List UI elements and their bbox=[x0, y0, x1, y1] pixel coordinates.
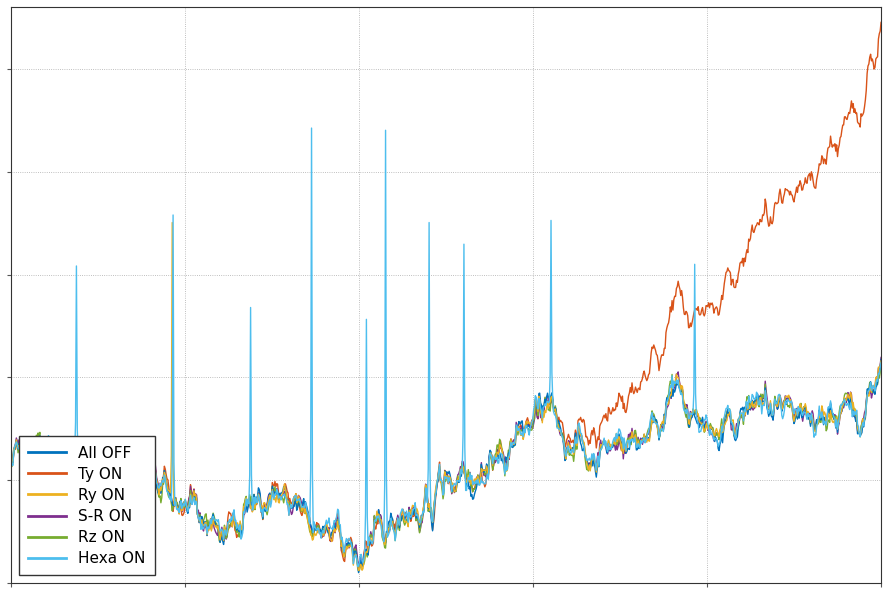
Rz ON bbox=[685, 416, 695, 424]
Ry ON bbox=[6, 462, 17, 469]
S-R ON bbox=[6, 462, 17, 469]
Hexa ON bbox=[686, 410, 696, 418]
All OFF bbox=[353, 569, 364, 576]
Hexa ON bbox=[306, 125, 317, 132]
Line: S-R ON: S-R ON bbox=[12, 358, 881, 564]
Rz ON bbox=[353, 568, 364, 575]
S-R ON bbox=[390, 531, 400, 538]
Rz ON bbox=[95, 472, 106, 479]
Ry ON bbox=[605, 441, 615, 448]
Legend: All OFF, Ty ON, Ry ON, S-R ON, Rz ON, Hexa ON: All OFF, Ty ON, Ry ON, S-R ON, Rz ON, He… bbox=[19, 437, 155, 575]
Ry ON bbox=[876, 358, 886, 365]
Hexa ON bbox=[702, 414, 712, 421]
Line: Rz ON: Rz ON bbox=[12, 363, 881, 571]
Ty ON bbox=[353, 564, 364, 571]
Ry ON bbox=[702, 420, 712, 427]
Ty ON bbox=[6, 458, 17, 465]
All OFF bbox=[95, 476, 106, 484]
All OFF bbox=[604, 441, 614, 448]
All OFF bbox=[359, 554, 369, 561]
Line: Ry ON: Ry ON bbox=[12, 223, 881, 570]
Hexa ON bbox=[605, 444, 615, 451]
Ry ON bbox=[167, 219, 178, 226]
Ty ON bbox=[876, 19, 886, 26]
S-R ON bbox=[604, 447, 614, 454]
All OFF bbox=[6, 460, 17, 467]
S-R ON bbox=[701, 418, 711, 425]
Line: Hexa ON: Hexa ON bbox=[12, 128, 881, 567]
Hexa ON bbox=[360, 550, 370, 557]
Hexa ON bbox=[353, 563, 363, 570]
Ty ON bbox=[604, 406, 614, 413]
Hexa ON bbox=[391, 530, 401, 538]
Rz ON bbox=[359, 561, 369, 568]
S-R ON bbox=[685, 408, 695, 415]
All OFF bbox=[876, 356, 886, 363]
Line: All OFF: All OFF bbox=[12, 359, 881, 573]
Ry ON bbox=[391, 525, 401, 532]
S-R ON bbox=[359, 554, 369, 561]
Ry ON bbox=[686, 412, 696, 419]
Rz ON bbox=[390, 537, 400, 544]
All OFF bbox=[701, 421, 711, 428]
Ty ON bbox=[359, 550, 369, 557]
S-R ON bbox=[353, 561, 364, 568]
Hexa ON bbox=[876, 359, 886, 366]
S-R ON bbox=[95, 470, 106, 478]
Ry ON bbox=[360, 554, 370, 561]
Ry ON bbox=[95, 467, 106, 474]
All OFF bbox=[390, 532, 400, 539]
Ty ON bbox=[95, 468, 106, 475]
Rz ON bbox=[6, 464, 17, 471]
Ty ON bbox=[685, 320, 695, 327]
Hexa ON bbox=[6, 461, 17, 468]
Ty ON bbox=[390, 529, 400, 536]
Hexa ON bbox=[95, 469, 106, 476]
Rz ON bbox=[701, 421, 711, 428]
All OFF bbox=[685, 418, 695, 425]
Rz ON bbox=[604, 443, 614, 450]
Line: Ty ON: Ty ON bbox=[12, 23, 881, 567]
Ty ON bbox=[701, 302, 711, 309]
S-R ON bbox=[876, 354, 886, 361]
Ry ON bbox=[353, 567, 364, 574]
Rz ON bbox=[876, 359, 886, 366]
